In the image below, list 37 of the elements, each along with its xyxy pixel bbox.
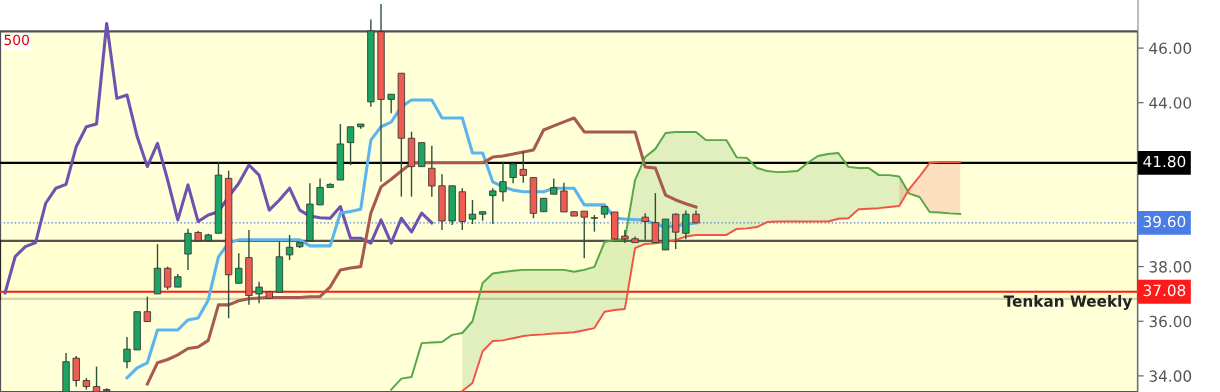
candlestick bbox=[468, 199, 477, 225]
candlestick bbox=[519, 150, 527, 184]
candlestick bbox=[123, 336, 131, 369]
candlestick bbox=[672, 212, 680, 250]
ref-line-label: 41.80 bbox=[1143, 155, 1186, 168]
annotation: Tenkan Weekly bbox=[1003, 295, 1133, 310]
candlestick bbox=[489, 187, 497, 225]
candlestick bbox=[346, 126, 355, 166]
candlestick bbox=[235, 252, 243, 284]
y-tick-label: 38.00 bbox=[1149, 261, 1192, 273]
ref-line-label: 37.08 bbox=[1143, 284, 1186, 297]
candlestick bbox=[682, 209, 690, 240]
candlestick bbox=[255, 280, 263, 304]
line-series bbox=[3, 21, 434, 295]
candlestick bbox=[499, 161, 507, 203]
candlestick bbox=[72, 355, 80, 388]
candlestick bbox=[428, 145, 436, 198]
y-tick-label: 34.00 bbox=[1149, 370, 1192, 382]
ref-line-label: 39.60 bbox=[1143, 215, 1186, 228]
candlestick bbox=[641, 212, 649, 241]
candlestick bbox=[143, 295, 151, 323]
line-series bbox=[461, 161, 962, 392]
y-tick-label: 36.00 bbox=[1149, 315, 1192, 328]
line-series bbox=[390, 130, 962, 391]
candlestick bbox=[651, 192, 660, 244]
y-tick-label: 44.00 bbox=[1149, 97, 1192, 109]
candlestick bbox=[92, 365, 101, 392]
candlestick bbox=[509, 162, 517, 184]
candlestick bbox=[285, 234, 294, 261]
candlestick bbox=[387, 93, 395, 115]
y-tick-label: 46.00 bbox=[1149, 42, 1192, 55]
candlestick bbox=[560, 182, 568, 213]
candlestick bbox=[316, 177, 324, 206]
candlestick bbox=[184, 227, 192, 271]
candlestick bbox=[163, 265, 172, 291]
candlestick bbox=[580, 210, 588, 259]
annotation: 500 bbox=[4, 34, 29, 46]
